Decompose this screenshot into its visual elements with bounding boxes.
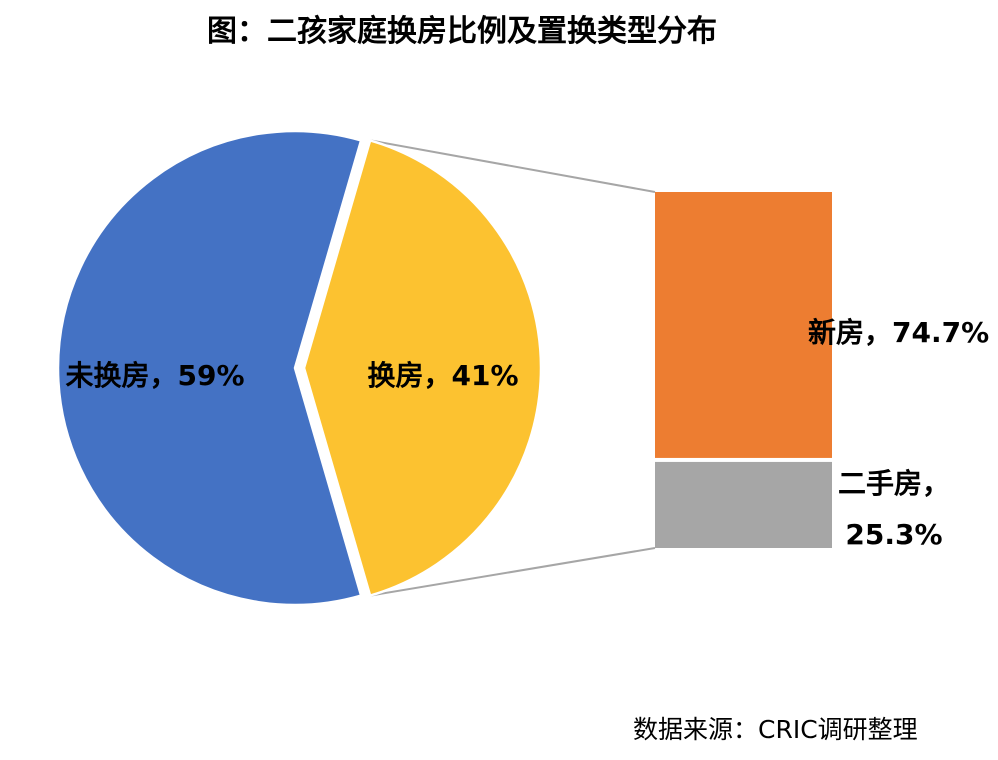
pie-label-not-changed: 未换房，59% [65, 359, 245, 392]
bar-label-new-home: 新房，74.7% [808, 316, 990, 349]
bar-label-secondhand-line2: 25.3% [845, 518, 943, 551]
bar-label-secondhand: 二手房， 25.3% [826, 458, 962, 560]
pie-label-changed: 换房，41% [367, 359, 519, 392]
chart-title: 图：二孩家庭换房比例及置换类型分布 [207, 14, 717, 49]
bar-label-secondhand-line1: 二手房， [837, 467, 950, 500]
data-source-caption: 数据来源：CRIC调研整理 [633, 715, 918, 744]
